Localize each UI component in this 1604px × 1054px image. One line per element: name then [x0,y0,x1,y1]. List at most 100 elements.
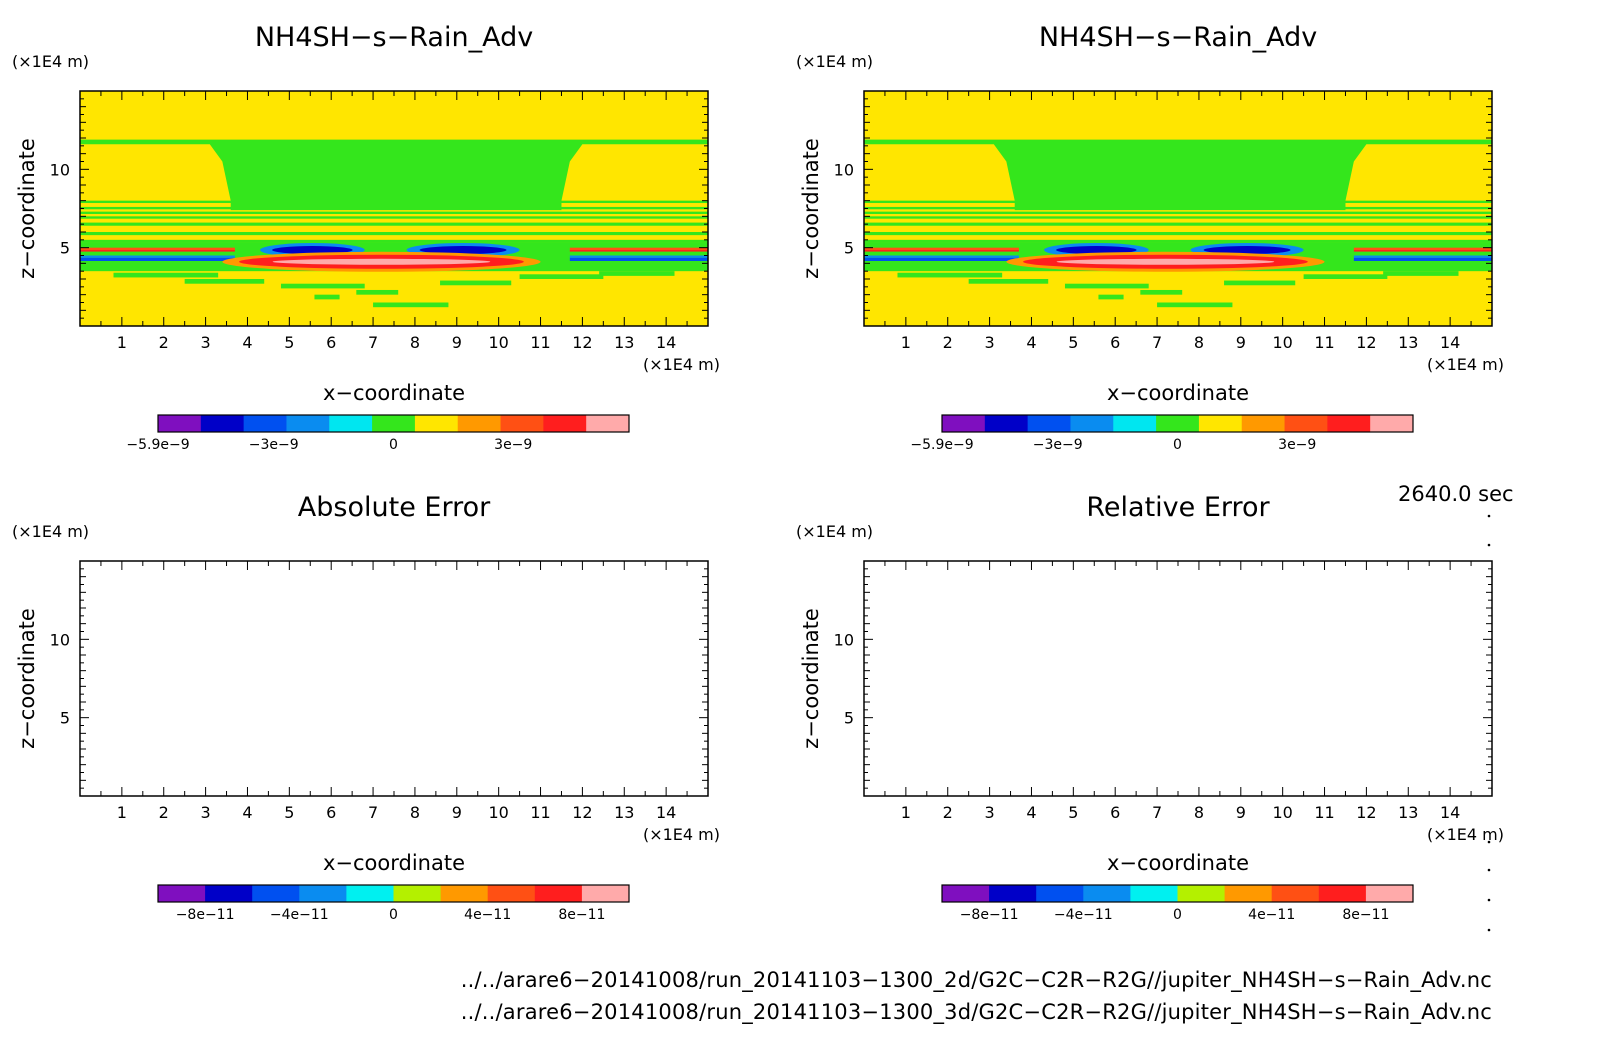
x-tick-label: 1 [901,803,911,822]
colorbar-frame [941,414,1414,433]
colorbar-swatch [1083,885,1131,902]
neg-lobe-core-1 [1056,246,1137,255]
colorbar-tick-label: 4e−11 [1248,907,1295,923]
x-tick-label: 2 [159,803,169,822]
colorbar-swatch [1284,415,1328,432]
colorbar-tick-label: 8e−11 [558,907,605,923]
colorbar-tick-label: 0 [1173,437,1182,453]
x-tick-label: 12 [572,333,592,352]
x-tick-label: 7 [368,803,378,822]
cloud-layer [864,139,1492,211]
x-tick-label: 5 [1068,803,1078,822]
x-tick-label: 11 [530,333,550,352]
x-tick-label: 11 [530,803,550,822]
colorbar-swatch [1327,415,1371,432]
colorbar-swatch [158,415,202,432]
plot-area [864,91,1492,326]
plot-frame [79,560,709,797]
y-tick-label: 10 [834,630,854,649]
colorbar-swatch [286,415,330,432]
colorbar-tick-label: −8e−11 [176,907,235,923]
x-tick-label: 4 [1026,333,1036,352]
side-neg-band-2 [569,255,708,258]
side-pos-band-2 [1353,247,1492,251]
x-tick-label: 4 [242,803,252,822]
colorbar-swatch [200,415,245,432]
colorbar-swatch [581,885,630,902]
x-axis-label: x−coordinate [323,381,465,405]
colorbar-swatch [243,415,287,432]
y-axis-label: z−coordinate [15,608,39,749]
side-neg-band-1 [80,255,235,258]
time-label: 2640.0 sec [1398,482,1514,506]
colorbar-tick-label: −5.9e−9 [910,437,973,453]
colorbar-swatch [414,415,459,432]
y-axis-label: z−coordinate [15,138,39,279]
x-tick-label: 14 [656,803,676,822]
colorbar-tick-label: 3e−9 [1278,437,1316,453]
x-tick-label: 5 [284,333,294,352]
colorbar-swatch [1241,415,1286,432]
x-tick-label: 10 [488,333,508,352]
panel-title: Relative Error [1086,492,1270,523]
x-tick-label: 13 [614,803,634,822]
colorbar-swatch [1036,885,1084,902]
panel-title: NH4SH−s−Rain_Adv [1039,22,1317,53]
marker-dot [1487,898,1491,902]
x-tick-label: 11 [1314,803,1334,822]
colorbar-swatch [586,415,630,432]
colorbar-tick-label: −8e−11 [960,907,1019,923]
x-tick-label: 13 [1398,803,1418,822]
side-pos-band-1 [80,247,235,251]
marker-dot [1487,868,1491,872]
colorbar-swatch [1370,415,1414,432]
lower-patch-6 [440,280,512,286]
colorbar-frame [941,884,1414,903]
x-tick-label: 14 [1440,803,1460,822]
colorbar: −5.9e−9 −3e−9 0 3e−9 [126,414,630,453]
x-unit-label: (×1E4 m) [643,825,720,844]
y-unit-label: (×1E4 m) [12,522,89,541]
x-tick-label: 12 [572,803,592,822]
x-tick-label: 9 [452,803,462,822]
x-tick-label: 6 [326,803,336,822]
colorbar-swatch [1177,885,1226,902]
colorbar-swatch [1365,885,1414,902]
x-unit-label: (×1E4 m) [643,355,720,374]
panel-2: NH4SH−s−Rain_Adv(×1E4 m)(×1E4 m)1 2 3 4 5 6 7 8… [796,22,1504,453]
marker-dot [1487,928,1491,932]
x-tick-label: 10 [1272,803,1292,822]
stripe-3 [80,211,708,214]
x-axis-label: x−coordinate [1107,381,1249,405]
colorbar-tick-label: 3e−9 [494,437,532,453]
y-tick-label: 5 [844,709,854,728]
y-tick-label: 10 [50,160,70,179]
lower-patch-3 [280,283,365,289]
x-tick-label: 10 [488,803,508,822]
x-tick-label: 2 [159,333,169,352]
x-tick-label: 4 [1026,803,1036,822]
colorbar-swatch [393,885,442,902]
y-tick-label: 5 [60,239,70,258]
file-path-2d: ../../arare6−20141008/run_20141103−1300_… [460,968,1492,992]
x-tick-label: 12 [1356,803,1376,822]
neg-lobe-core-1 [272,246,353,255]
colorbar-swatch [543,415,587,432]
lower-patch-4 [1140,289,1183,295]
x-tick-label: 1 [117,803,127,822]
side-pos-band-1 [864,247,1019,251]
lower-patch-1 [113,272,219,278]
colorbar: −8e−11 −4e−11 0 4e−11 8e−11 [157,884,630,923]
colorbar-swatch [299,885,347,902]
y-tick-label: 5 [844,239,854,258]
x-tick-label: 9 [1236,333,1246,352]
x-tick-label: 6 [1110,333,1120,352]
colorbar-swatch [1027,415,1071,432]
colorbar-swatch [1070,415,1114,432]
colorbar-swatch [1156,415,1200,432]
colorbar: −8e−11 −4e−11 0 4e−11 8e−11 [941,884,1414,923]
side-neg-band-2 [1353,255,1492,258]
x-tick-label: 6 [326,333,336,352]
panel-title: Absolute Error [298,492,491,523]
